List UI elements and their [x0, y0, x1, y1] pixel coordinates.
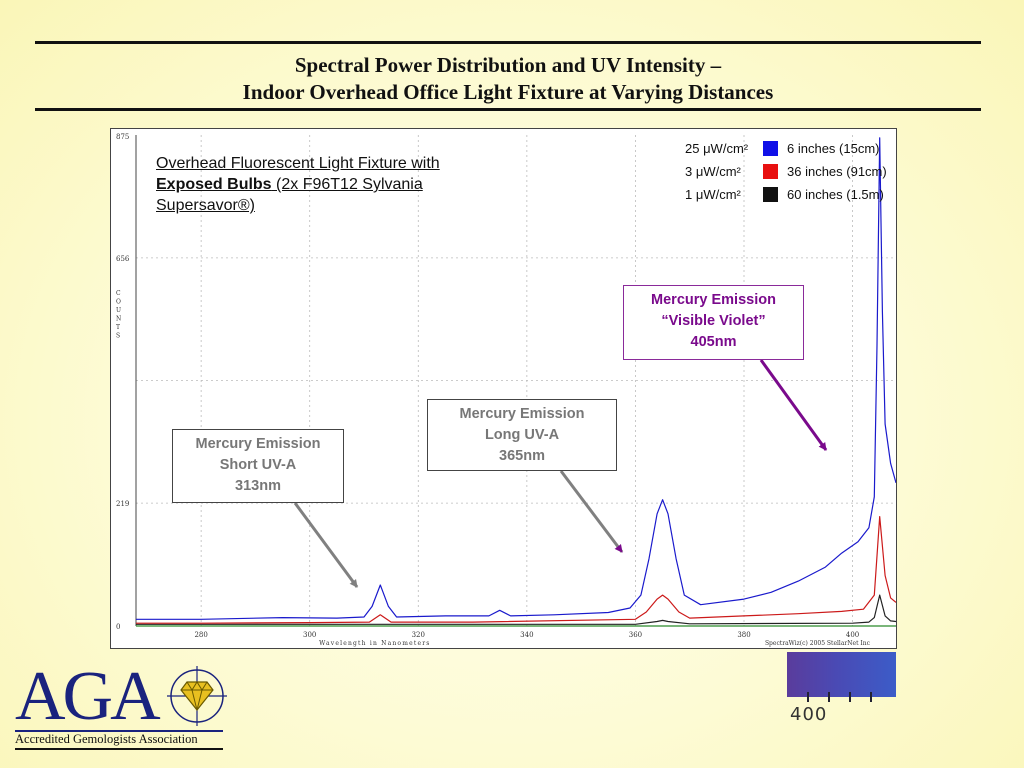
y-axis-label-letter: U	[116, 307, 121, 314]
legend: 25 μW/cm² 6 inches (15cm) 3 μW/cm² 36 in…	[685, 137, 895, 206]
y-tick-label: 219	[116, 500, 129, 508]
strip-tick	[849, 692, 851, 702]
title-line-1: Spectral Power Distribution and UV Inten…	[294, 53, 722, 77]
strip-wavelength-label: 400	[790, 704, 828, 725]
callout-short-uva: Mercury Emission Short UV-A 313nm	[172, 429, 344, 503]
x-axis-label: Wavelength in Nanometers	[319, 640, 430, 647]
software-credit: SpectraWiz(c) 2005 StellarNet Inc	[765, 640, 871, 647]
callout-line: Mercury Emission	[651, 292, 776, 308]
y-tick-label: 875	[116, 133, 129, 141]
x-tick-label: 280	[194, 631, 207, 639]
callout-long-uva: Mercury Emission Long UV-A 365nm	[427, 399, 617, 471]
x-tick-label: 400	[846, 631, 859, 639]
logo-caption: Accredited Gemologists Association	[15, 732, 198, 746]
title-line-2: Indoor Overhead Office Light Fixture at …	[242, 80, 774, 104]
series-line	[136, 516, 896, 624]
chart-subject-label: Overhead Fluorescent Light Fixture with …	[156, 153, 536, 216]
logo-letters: AGA	[15, 658, 161, 735]
y-axis-label-letter: T	[116, 324, 120, 331]
callout-line: 405nm	[690, 334, 737, 350]
series-lines	[136, 137, 896, 625]
x-tick-label: 320	[412, 631, 425, 639]
grid-lines	[136, 135, 896, 626]
legend-intensity: 25 μW/cm²	[685, 141, 749, 156]
arrow-visible-violet	[759, 359, 828, 451]
y-axis-label-letter: S	[116, 333, 120, 340]
y-axis-label-letter: C	[116, 290, 121, 297]
x-tick-label: 340	[520, 631, 533, 639]
logo-caption-rule	[15, 748, 223, 750]
y-tick-label: 656	[116, 255, 130, 263]
subject-line-3: Supersavor®)	[156, 197, 255, 214]
legend-intensity: 1 μW/cm²	[685, 187, 741, 202]
callout-line: “Visible Violet”	[661, 313, 766, 329]
callout-visible-violet: Mercury Emission “Visible Violet” 405nm	[623, 285, 804, 360]
strip-tick	[807, 692, 809, 702]
violet-spectrum-strip	[787, 652, 896, 702]
strip-tick	[828, 692, 830, 702]
logo-underline	[15, 730, 223, 732]
y-tick-label: 0	[116, 623, 120, 631]
callout-line: Short UV-A	[219, 457, 297, 473]
callout-line: Mercury Emission	[195, 436, 321, 452]
legend-item: 25 μW/cm² 6 inches (15cm)	[685, 137, 895, 160]
title-bottom-rule	[35, 108, 981, 111]
series-line	[136, 594, 896, 625]
axes	[135, 135, 896, 627]
x-tick-label: 360	[629, 631, 642, 639]
legend-label: 60 inches (1.5m)	[787, 187, 884, 202]
aga-logo: AGA Accredited Gemologists Association	[15, 662, 227, 752]
x-tick-label: 300	[303, 631, 316, 639]
legend-label: 6 inches (15cm)	[787, 141, 880, 156]
callout-arrows	[293, 359, 828, 588]
legend-swatch-red	[763, 164, 778, 179]
series-line	[136, 137, 896, 620]
subject-line-1: Overhead Fluorescent Light Fixture with	[156, 155, 440, 172]
subject-bold: Exposed Bulbs	[156, 176, 272, 193]
callout-line: Long UV-A	[484, 427, 560, 443]
subject-rest: (2x F96T12 Sylvania	[271, 176, 423, 193]
arrow-long-uva	[559, 470, 624, 553]
strip-tick	[870, 692, 872, 702]
diamond-gem-icon	[167, 666, 227, 726]
legend-label: 36 inches (91cm)	[787, 164, 887, 179]
callout-line: 365nm	[499, 448, 545, 464]
title-top-rule	[35, 41, 981, 44]
legend-swatch-blue	[763, 141, 778, 156]
legend-item: 3 μW/cm² 36 inches (91cm)	[685, 160, 895, 183]
callout-line: 313nm	[235, 478, 281, 494]
legend-swatch-black	[763, 187, 778, 202]
slide-title: Spectral Power Distribution and UV Inten…	[35, 52, 981, 106]
x-tick-label: 380	[737, 631, 750, 639]
legend-intensity: 3 μW/cm²	[685, 164, 741, 179]
arrow-short-uva	[293, 502, 359, 588]
y-axis-label-letter: N	[116, 316, 121, 323]
callout-line: Mercury Emission	[459, 406, 585, 422]
y-axis-label-letter: O	[116, 299, 121, 306]
legend-item: 1 μW/cm² 60 inches (1.5m)	[685, 183, 895, 206]
spectrum-chart: 280 300 320 340 360 380 400 0 219 656 875 C O U N T S Wav…	[110, 128, 897, 649]
